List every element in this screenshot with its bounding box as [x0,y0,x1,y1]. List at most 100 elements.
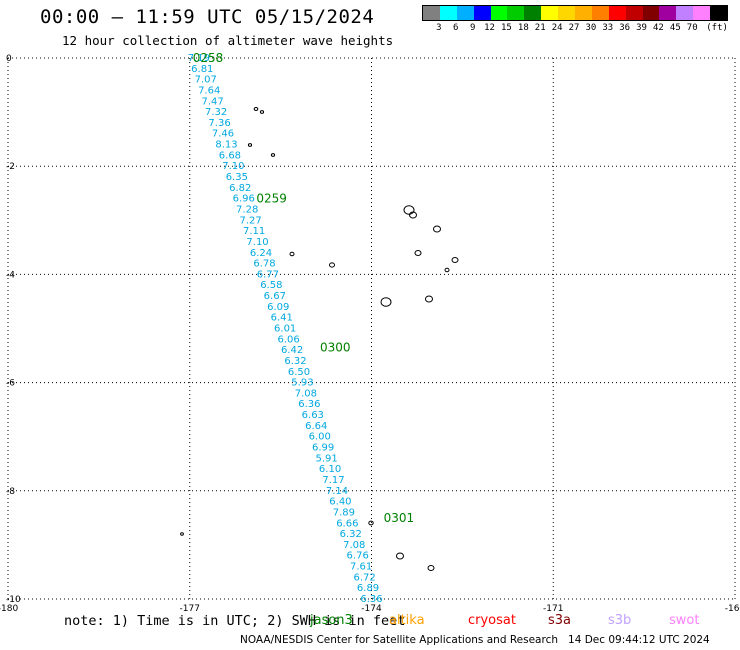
scale-label: 24 [551,23,563,33]
track-value-label: 6.96 [233,194,255,205]
track-value-label: 6.76 [347,551,369,562]
track-value-label: 6.50 [288,367,310,378]
scale-swatch [456,6,474,20]
track-value-label: 6.89 [357,583,379,594]
pass-time-label: 0258 [193,51,224,65]
track-value-label: 6.66 [336,518,358,529]
satellite-legend-s3a: s3a [548,613,572,628]
satellite-legend-cryosat: cryosat [468,613,516,628]
scale-label: 36 [619,23,631,33]
track-value-label: 6.09 [267,302,289,313]
track-value-label: 6.36 [298,399,320,410]
track-value-label: 7.46 [212,129,234,140]
track-value-label: 6.78 [253,259,275,270]
color-scale: 3 6 9 12 15 18 21 24 27 30 33 36 39 42 45 70 (ft) [422,5,740,35]
island-outline [396,552,404,560]
track-value-label: 6.77 [257,269,279,280]
island-outline [368,520,374,526]
scale-swatch [524,6,542,20]
track-value-label: 7.64 [198,85,220,96]
track-value-label: 6.32 [284,356,306,367]
track-value-label: 6.35 [226,172,248,183]
scale-label: 18 [517,23,529,33]
x-tick-label: -171 [543,604,563,614]
island-outline [409,211,417,219]
track-value-label: 7.28 [236,204,258,215]
scale-swatch [473,6,491,20]
scale-swatch [710,6,728,20]
footer-note: note: 1) Time is in UTC; 2) SWH is in fe… [64,613,406,629]
track-value-label: 6.63 [302,410,324,421]
island-outline [253,106,259,112]
track-value-label: 6.24 [250,248,272,259]
x-tick-label: -174 [361,604,382,614]
satellite-legend-s3b: s3b [608,613,632,628]
track-value-label: 8.13 [215,140,237,151]
chart-subtitle: 12 hour collection of altimeter wave hei… [62,33,394,48]
pass-time-label: 0259 [256,192,287,206]
track-value-label: 7.14 [326,486,348,497]
track-value-label: 6.10 [319,464,341,475]
pass-time-label: 0300 [320,340,351,354]
scale-swatch [575,6,592,20]
scale-swatch [693,6,711,20]
y-tick-label: -8 [6,487,15,497]
track-value-label: 7.27 [240,215,262,226]
scale-swatch [423,6,440,20]
island-outline [425,295,433,303]
scale-swatch [439,6,457,20]
track-value-label: 6.67 [264,291,286,302]
track-value-label: 6.58 [260,280,282,291]
scale-label: 42 [653,23,664,33]
track-value-label: 6.81 [191,64,213,75]
island-outline [329,262,335,268]
track-value-label: 6.00 [309,432,331,443]
island-outline [427,564,435,572]
track-value-label: 6.41 [271,313,293,324]
track-value-label: 7.19 [188,53,210,64]
scale-label: 15 [501,23,512,33]
scale-swatch [676,6,694,20]
y-tick-label: -4 [6,270,15,280]
island-outline [270,153,276,157]
track-value-label: 6.68 [219,150,241,161]
island-outline [444,267,450,273]
track-value-label: 6.42 [281,345,303,356]
scale-label: 39 [636,23,647,33]
track-value-label: 7.08 [295,388,317,399]
island-outline [247,143,253,147]
track-value-label: 6.06 [277,334,299,345]
island-outline [380,297,392,307]
scale-label: 33 [602,23,614,33]
scale-label: 21 [534,23,546,33]
scale-label: (ft) [706,23,728,33]
island-outline [433,225,441,233]
track-value-label: 7.89 [333,507,355,518]
track-value-label: 7.47 [202,96,224,107]
scale-swatch [625,6,643,20]
track-value-label: 7.36 [208,118,230,129]
x-tick-label: -177 [180,604,200,614]
scale-label: 6 [453,23,459,33]
island-outline [259,110,265,114]
scale-label: 70 [686,23,698,33]
track-value-label: 6.99 [312,443,334,454]
x-tick-label: -168 [725,604,740,614]
scale-label: 45 [669,23,681,33]
y-tick-label: -2 [6,162,15,172]
track-value-label: 5.93 [291,378,313,389]
island-outline [180,532,184,536]
track-value-label: 7.07 [195,75,217,86]
track-value-label: 7.32 [205,107,227,118]
track-value-label: 6.40 [329,497,351,508]
x-tick-label: -180 [0,604,18,614]
color-scale-labels: 3 6 9 12 15 18 21 24 27 30 33 36 39 42 45 70 (ft) [422,21,740,35]
track-value-label: 6.01 [274,324,296,335]
track-value-label: 7.17 [322,475,344,486]
track-value-label: 6.32 [340,529,362,540]
y-tick-label: -10 [6,595,21,605]
color-scale-swatches [422,5,728,21]
pass-time-label: 0301 [384,511,415,525]
track-value-label: 6.72 [353,572,375,583]
